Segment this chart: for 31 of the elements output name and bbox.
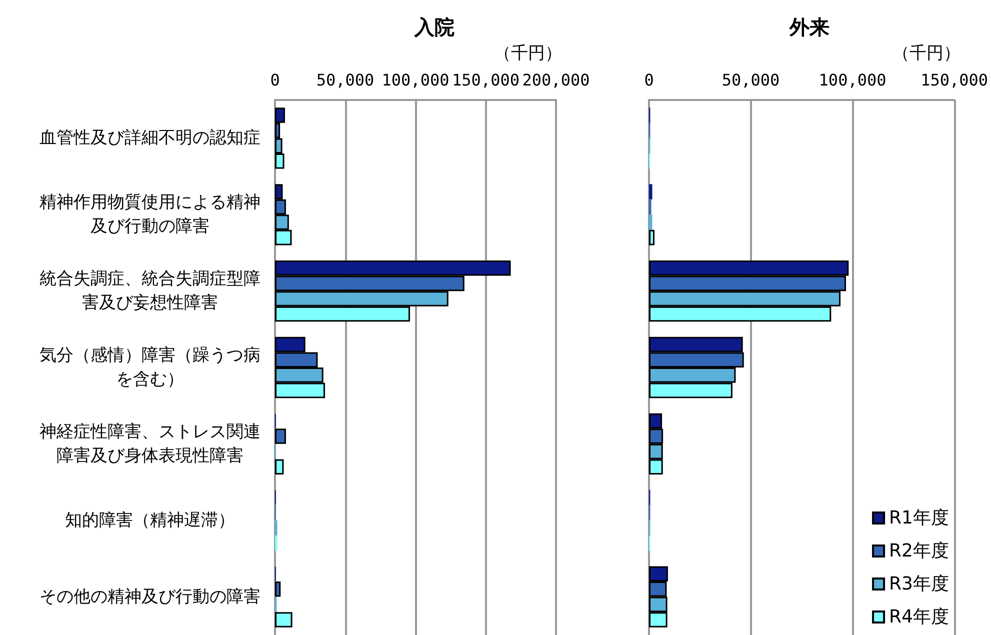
x-tick-label: 200,000 [522, 70, 590, 90]
x-tick-label: 50,000 [316, 70, 374, 90]
chart-title: 外来 [788, 15, 830, 39]
x-axis-title: （千円） [494, 44, 562, 64]
legend-label: R2年度 [889, 540, 950, 562]
x-tick-label: 150,000 [452, 70, 520, 90]
x-tick-label: 0 [270, 70, 280, 90]
bar [275, 428, 286, 444]
legend-label: R1年度 [889, 508, 950, 528]
y-tick-label: その他の精神及び行動の障害 [40, 586, 260, 607]
bar [649, 230, 654, 246]
bar [275, 459, 284, 474]
bar [649, 214, 652, 230]
x-tick-label: 100,000 [382, 70, 450, 90]
bar [275, 612, 292, 628]
y-tick-label: 気分（感情）障害（躁うつ病を含む） [40, 346, 260, 390]
x-tick-label: 100,000 [818, 70, 886, 90]
x-tick-label: 50,000 [722, 70, 780, 90]
bar [649, 184, 652, 200]
y-tick-label: 精神作用物質使用による精神及び行動の障害 [40, 192, 260, 237]
legend-label: R4年度 [889, 606, 950, 628]
y-tick-label: 知的障害（精神遅滞） [65, 510, 235, 530]
y-tick-label: 神経症性障害、ストレス関連障害及び身体表現性障害 [40, 422, 260, 466]
x-tick-label: 150,000 [920, 70, 988, 90]
x-tick-label: 0 [644, 70, 654, 90]
x-axis-title: （千円） [892, 44, 960, 64]
y-tick-label: 統合失調症、統合失調症型障害及び妄想性障害 [40, 269, 260, 314]
legend-label: R3年度 [889, 574, 950, 594]
chart-title: 入院 [414, 15, 454, 39]
y-tick-label: 血管性及び詳細不明の認知症 [40, 128, 260, 148]
bar [275, 582, 281, 597]
